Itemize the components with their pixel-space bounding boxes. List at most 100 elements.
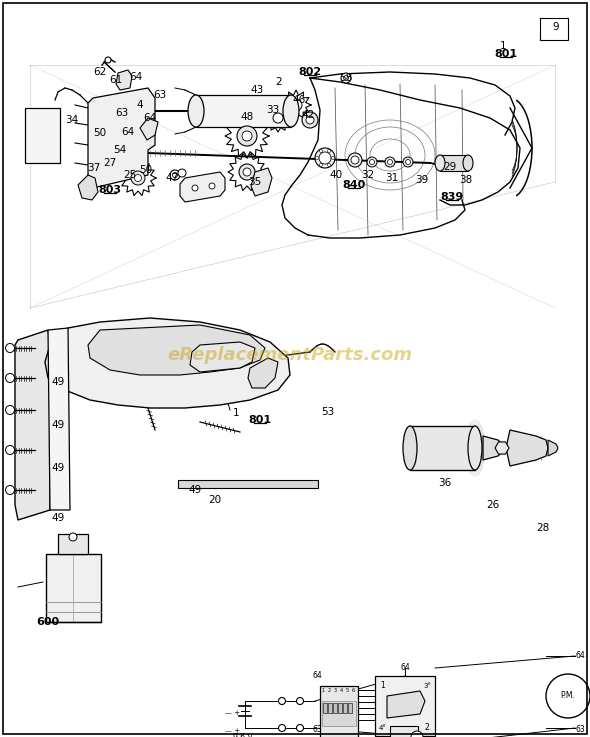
Circle shape: [5, 405, 15, 414]
Circle shape: [273, 113, 283, 123]
Circle shape: [192, 185, 198, 191]
Text: 50: 50: [93, 128, 107, 138]
Circle shape: [69, 533, 77, 541]
Text: 839: 839: [440, 192, 464, 202]
Text: 5: 5: [345, 688, 349, 694]
Circle shape: [297, 697, 303, 705]
Text: 63: 63: [575, 725, 585, 735]
Circle shape: [302, 112, 318, 128]
Circle shape: [315, 148, 335, 168]
Bar: [322, 701, 356, 726]
Circle shape: [237, 126, 257, 146]
Polygon shape: [387, 691, 425, 718]
Text: 31: 31: [385, 173, 399, 183]
Text: 9.6 V: 9.6 V: [233, 733, 253, 737]
Text: 25: 25: [123, 170, 137, 180]
Text: 64: 64: [122, 127, 135, 137]
Circle shape: [348, 153, 362, 167]
Text: 49: 49: [51, 377, 65, 387]
Text: 64: 64: [400, 663, 410, 672]
Text: 6: 6: [352, 688, 355, 694]
Text: 48: 48: [240, 112, 254, 122]
Text: 40: 40: [329, 170, 343, 180]
Text: 50: 50: [139, 165, 153, 175]
Text: 39: 39: [415, 175, 428, 185]
Text: 61: 61: [109, 75, 123, 85]
Circle shape: [243, 168, 251, 176]
Circle shape: [403, 157, 413, 167]
Circle shape: [278, 697, 286, 705]
Circle shape: [367, 157, 377, 167]
Circle shape: [369, 159, 375, 164]
Bar: [320, 686, 358, 737]
Circle shape: [316, 156, 319, 159]
Circle shape: [242, 131, 252, 141]
Circle shape: [209, 183, 215, 189]
Circle shape: [319, 152, 331, 164]
Circle shape: [178, 169, 186, 177]
Bar: [440, 155, 468, 171]
Bar: [25, 108, 60, 163]
Text: 29: 29: [443, 162, 457, 172]
Text: 2: 2: [327, 688, 330, 694]
Circle shape: [320, 150, 323, 153]
Bar: [323, 703, 327, 713]
Circle shape: [297, 724, 303, 732]
Text: 63: 63: [153, 90, 166, 100]
Circle shape: [411, 731, 423, 737]
Text: 1: 1: [381, 682, 385, 691]
Polygon shape: [190, 342, 255, 372]
Bar: [410, 426, 475, 470]
Circle shape: [278, 724, 286, 732]
Text: 32: 32: [361, 170, 375, 180]
Circle shape: [327, 164, 330, 167]
Circle shape: [341, 73, 351, 83]
Circle shape: [332, 156, 335, 159]
Polygon shape: [116, 70, 132, 90]
Text: 4: 4: [137, 100, 143, 110]
Circle shape: [239, 164, 255, 180]
Text: 1: 1: [322, 688, 324, 694]
Polygon shape: [140, 118, 158, 140]
Polygon shape: [483, 436, 506, 460]
Bar: [343, 703, 347, 713]
Text: 802: 802: [299, 67, 322, 77]
Text: 33: 33: [266, 105, 280, 115]
Text: 27: 27: [103, 158, 117, 168]
Text: 58: 58: [339, 73, 353, 83]
Ellipse shape: [435, 155, 445, 171]
Bar: [375, 676, 435, 736]
Text: 63: 63: [116, 108, 129, 118]
Text: 28: 28: [536, 523, 550, 533]
Text: 3: 3: [333, 688, 336, 694]
Circle shape: [388, 159, 392, 164]
Text: 53: 53: [322, 407, 335, 417]
Text: 36: 36: [438, 478, 451, 488]
Text: 62: 62: [93, 67, 107, 77]
Circle shape: [306, 116, 314, 124]
Text: 49: 49: [51, 463, 65, 473]
Text: 4: 4: [339, 688, 343, 694]
Polygon shape: [248, 358, 278, 388]
Circle shape: [105, 57, 111, 63]
Circle shape: [5, 343, 15, 352]
Polygon shape: [45, 318, 290, 408]
Text: 47: 47: [165, 173, 179, 183]
Bar: [540, 18, 568, 40]
Ellipse shape: [463, 155, 473, 171]
Bar: [338, 703, 342, 713]
Bar: [333, 703, 337, 713]
Circle shape: [405, 159, 411, 164]
Text: 1: 1: [232, 408, 240, 418]
Bar: [196, 95, 291, 127]
Circle shape: [5, 445, 15, 455]
Circle shape: [131, 171, 145, 185]
Text: 26: 26: [486, 500, 500, 510]
Ellipse shape: [468, 426, 482, 470]
Polygon shape: [88, 325, 265, 375]
Bar: [58, 534, 88, 554]
Text: 54: 54: [113, 145, 127, 155]
Polygon shape: [48, 328, 70, 510]
Ellipse shape: [188, 95, 204, 127]
Circle shape: [385, 157, 395, 167]
